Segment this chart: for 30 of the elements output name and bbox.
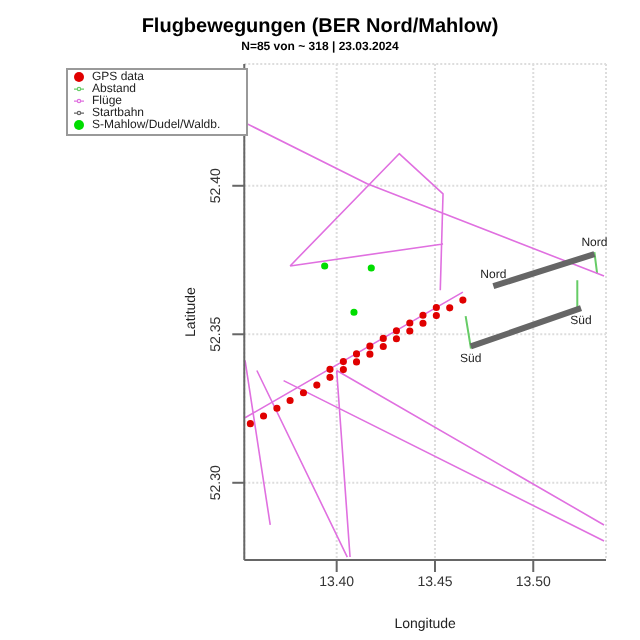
point <box>246 420 254 428</box>
point <box>379 334 387 342</box>
point <box>419 311 427 319</box>
point <box>406 319 414 327</box>
point <box>286 396 294 405</box>
point <box>273 404 281 412</box>
point <box>339 366 347 374</box>
point <box>352 350 361 358</box>
chart-title: Flugbewegungen (BER Nord/Mahlow) <box>139 16 501 38</box>
point <box>392 327 401 335</box>
point <box>339 358 347 366</box>
point <box>446 304 454 312</box>
point <box>352 358 361 366</box>
point <box>406 327 414 335</box>
point <box>321 262 329 270</box>
point <box>392 335 401 343</box>
point <box>432 312 440 320</box>
point <box>313 381 321 389</box>
point <box>459 296 467 304</box>
point <box>432 303 440 312</box>
point <box>419 319 427 327</box>
point <box>326 365 334 373</box>
point <box>299 389 308 397</box>
point <box>326 373 334 381</box>
point <box>379 342 387 351</box>
point <box>259 412 268 420</box>
point <box>350 308 358 316</box>
point <box>366 350 374 358</box>
point <box>367 264 375 272</box>
point <box>366 342 374 350</box>
